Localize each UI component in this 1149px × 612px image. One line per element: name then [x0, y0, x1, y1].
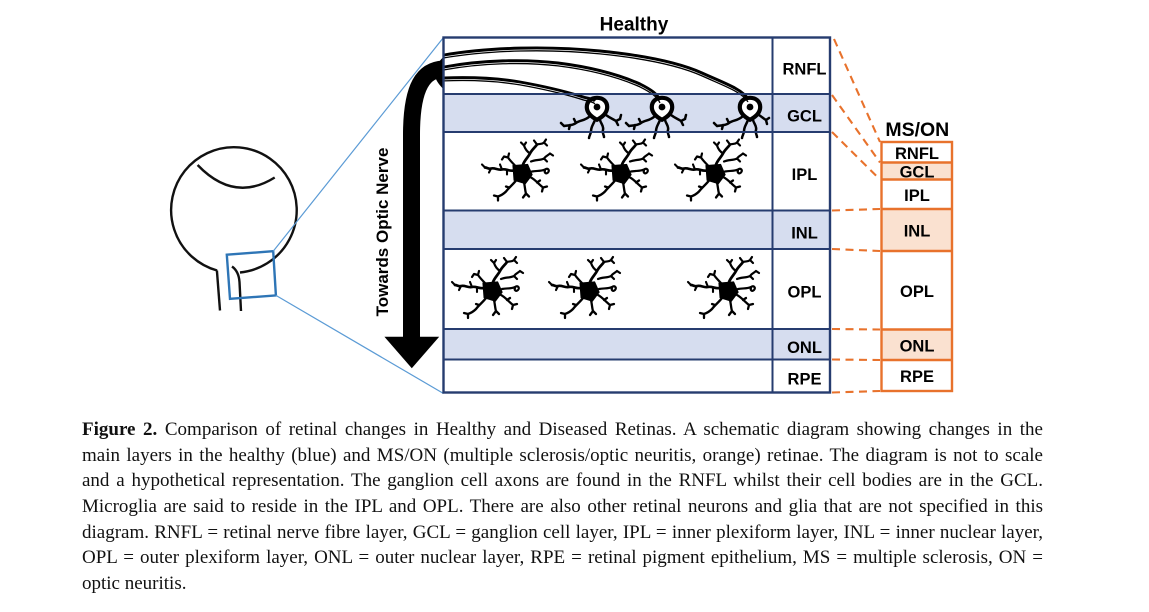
- svg-text:MS/ON: MS/ON: [885, 119, 949, 141]
- svg-text:RNFL: RNFL: [895, 145, 939, 163]
- svg-text:OPL: OPL: [900, 283, 934, 301]
- svg-text:OPL: OPL: [788, 284, 822, 302]
- svg-text:GCL: GCL: [900, 163, 935, 181]
- svg-text:Towards Optic Nerve: Towards Optic Nerve: [373, 148, 392, 317]
- svg-text:IPL: IPL: [904, 187, 930, 205]
- svg-text:IPL: IPL: [792, 166, 818, 184]
- svg-text:INL: INL: [904, 223, 931, 241]
- svg-text:RPE: RPE: [900, 368, 934, 386]
- svg-text:Healthy: Healthy: [600, 15, 669, 36]
- svg-text:RNFL: RNFL: [783, 60, 827, 78]
- svg-text:INL: INL: [791, 224, 818, 242]
- svg-text:ONL: ONL: [787, 339, 822, 357]
- svg-text:GCL: GCL: [787, 108, 822, 126]
- svg-text:RPE: RPE: [788, 371, 822, 389]
- svg-text:ONL: ONL: [900, 338, 935, 356]
